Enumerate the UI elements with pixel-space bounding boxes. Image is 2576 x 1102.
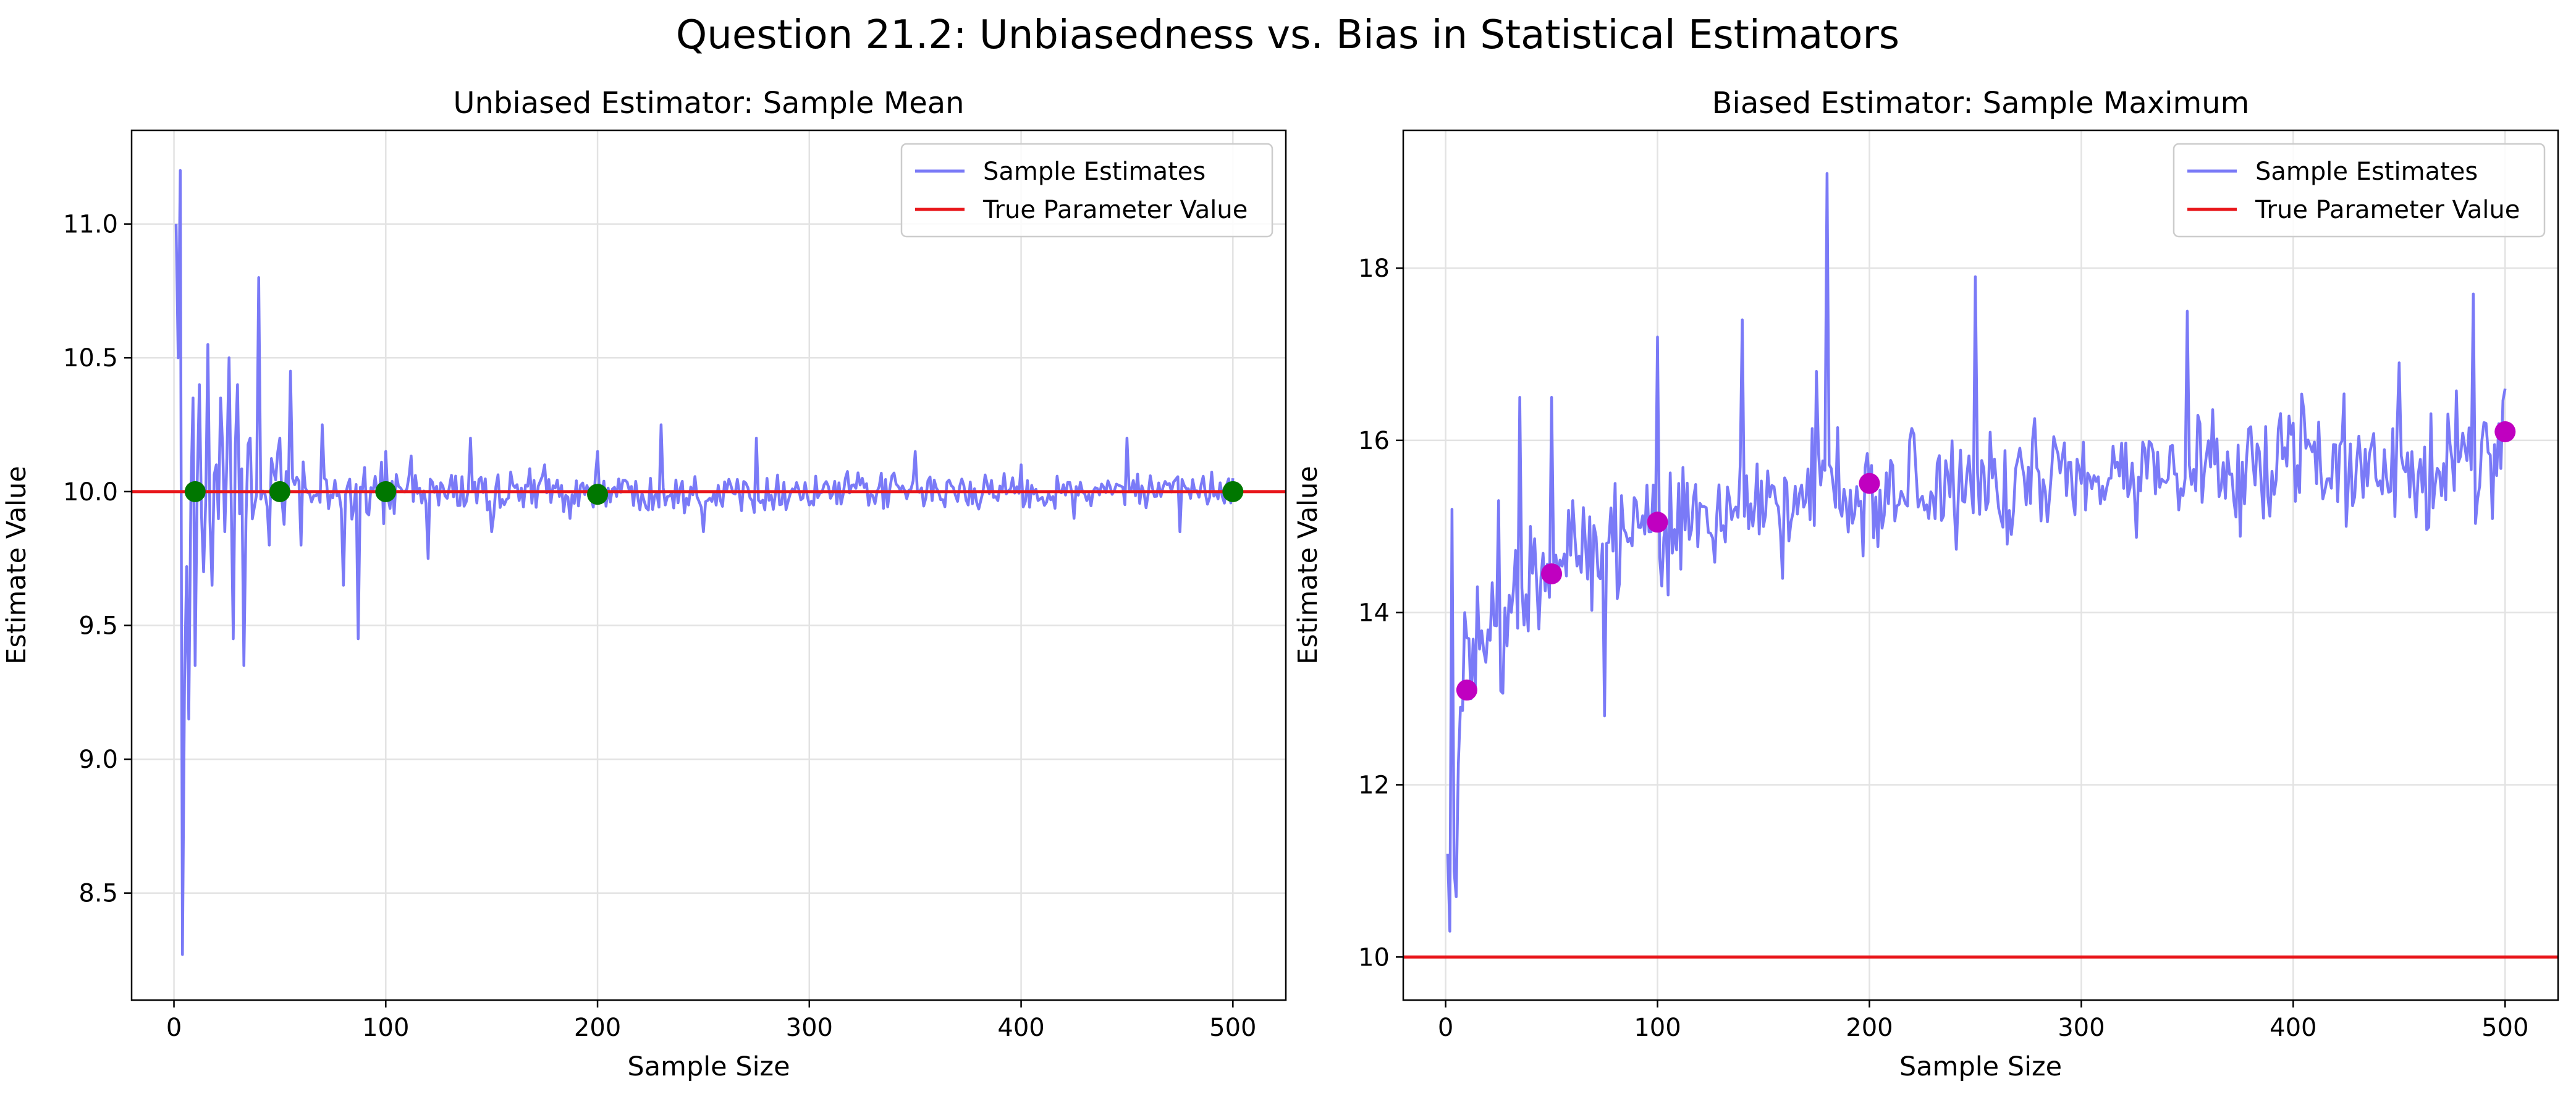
x-tick-label: 300 bbox=[786, 1014, 833, 1042]
y-tick-label: 9.5 bbox=[78, 612, 118, 640]
y-tick-label: 10.0 bbox=[63, 478, 118, 507]
series-line-sample-estimates bbox=[1446, 172, 2507, 933]
highlight-marker bbox=[375, 481, 397, 502]
y-tick-label: 16 bbox=[1358, 427, 1390, 455]
legend-label: True Parameter Value bbox=[2255, 196, 2520, 224]
x-tick-label: 100 bbox=[1634, 1014, 1681, 1042]
highlight-marker bbox=[2494, 421, 2516, 442]
y-tick-label: 14 bbox=[1358, 599, 1390, 628]
x-axis-label: Sample Size bbox=[627, 1051, 790, 1082]
grid bbox=[132, 130, 1286, 1000]
y-axis-label: Estimate Value bbox=[1, 466, 32, 665]
highlight-marker bbox=[1647, 511, 1668, 533]
highlight-marker bbox=[184, 481, 206, 502]
legend: Sample Estimates True Parameter Value bbox=[900, 143, 1273, 238]
axes-frame bbox=[130, 129, 1287, 1001]
y-tick-label: 11.0 bbox=[63, 211, 118, 239]
x-tick-label: 400 bbox=[997, 1014, 1044, 1042]
panel-title: Unbiased Estimator: Sample Mean bbox=[453, 86, 964, 120]
series-line-sample-estimates bbox=[174, 169, 1235, 956]
highlight-marker bbox=[1859, 473, 1880, 494]
legend-box bbox=[2173, 143, 2546, 238]
plot-area bbox=[132, 169, 1286, 956]
axes-frame bbox=[1402, 129, 2559, 1001]
y-tick-label: 10 bbox=[1358, 943, 1390, 972]
y-tick-label: 18 bbox=[1358, 254, 1390, 283]
panel-sample-mean: 0 100 200 300 400 500 8.5 9.0 9.5 10.0 10.5 11.0 Un… bbox=[1, 86, 1287, 1082]
x-axis-label: Sample Size bbox=[1899, 1051, 2062, 1082]
highlight-marker bbox=[587, 484, 609, 505]
x-tick-label: 400 bbox=[2270, 1014, 2316, 1042]
x-tick-label: 0 bbox=[1438, 1014, 1453, 1042]
highlight-marker bbox=[269, 481, 290, 502]
grid bbox=[1403, 130, 2558, 1000]
legend-label: True Parameter Value bbox=[982, 196, 1248, 224]
x-tick-label: 200 bbox=[1846, 1014, 1893, 1042]
x-tick-label: 300 bbox=[2058, 1014, 2105, 1042]
y-tick-label: 12 bbox=[1358, 771, 1390, 799]
x-tick-label: 100 bbox=[362, 1014, 409, 1042]
x-tick-label: 0 bbox=[166, 1014, 182, 1042]
figure-title: Question 21.2: Unbiasedness vs. Bias in … bbox=[676, 12, 1899, 58]
highlight-marker bbox=[1222, 481, 1244, 502]
y-tick-label: 9.0 bbox=[78, 746, 118, 774]
x-tick-label: 500 bbox=[1209, 1014, 1256, 1042]
axes: 0 100 200 300 400 500 10 12 14 16 18 bbox=[1358, 129, 2559, 1042]
legend-label: Sample Estimates bbox=[2255, 158, 2478, 186]
legend-label: Sample Estimates bbox=[983, 158, 1206, 186]
panel-sample-maximum: 0 100 200 300 400 500 10 12 14 16 18 Biased Estima… bbox=[1293, 86, 2559, 1082]
y-tick-label: 10.5 bbox=[63, 344, 118, 372]
y-tick-label: 8.5 bbox=[78, 880, 118, 908]
x-tick-label: 200 bbox=[574, 1014, 621, 1042]
highlight-marker bbox=[1541, 563, 1563, 584]
y-axis-label: Estimate Value bbox=[1293, 466, 1324, 665]
axes: 0 100 200 300 400 500 8.5 9.0 9.5 10.0 10.5 11.0 bbox=[63, 129, 1287, 1042]
plot-area bbox=[1403, 172, 2558, 959]
x-tick-label: 500 bbox=[2481, 1014, 2528, 1042]
legend-box bbox=[900, 143, 1273, 238]
panel-title: Biased Estimator: Sample Maximum bbox=[1712, 86, 2250, 120]
legend: Sample Estimates True Parameter Value bbox=[2173, 143, 2546, 238]
highlight-marker bbox=[1456, 679, 1477, 701]
